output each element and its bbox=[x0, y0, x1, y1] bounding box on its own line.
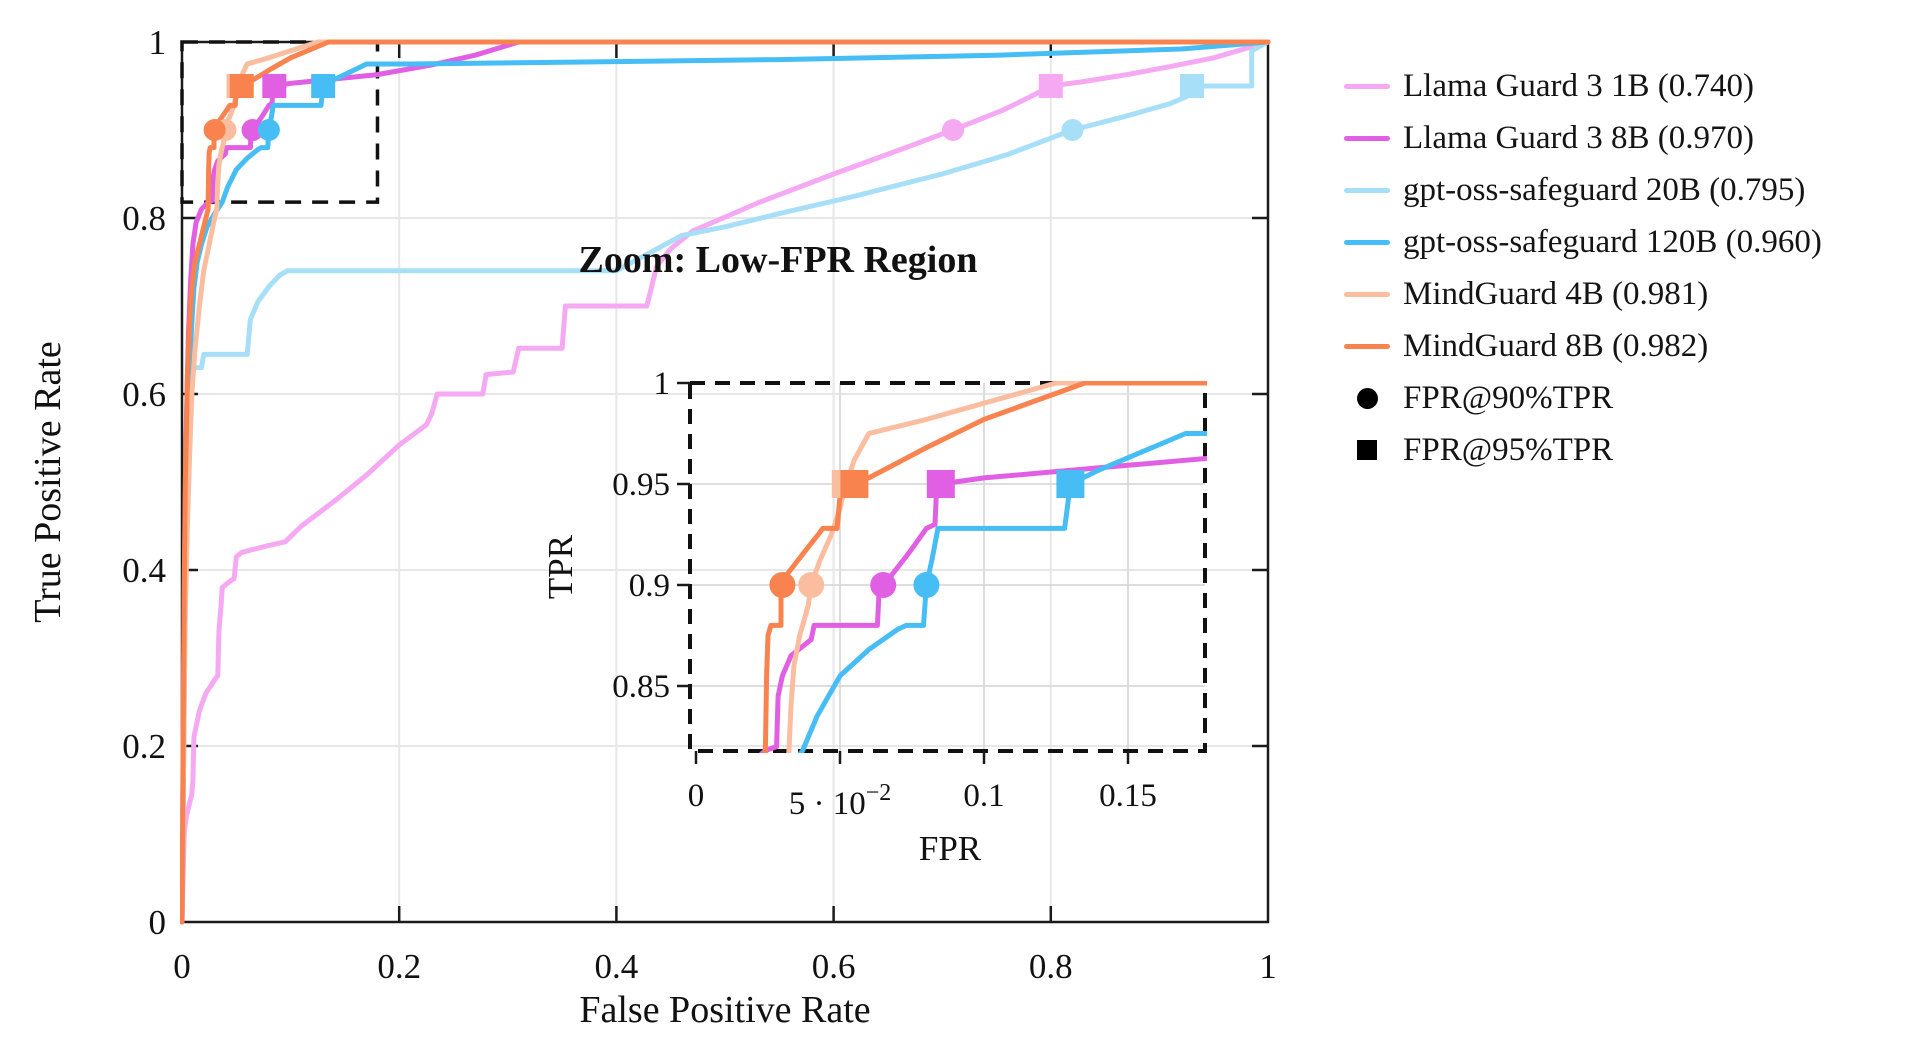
legend: Llama Guard 3 1B (0.740) Llama Guard 3 8B… bbox=[1344, 60, 1822, 476]
legend-item-gpt-oss-safeguard-20b: gpt-oss-safeguard 20B (0.795) bbox=[1344, 164, 1822, 216]
marker-fpr95-llama-guard-3-8b bbox=[262, 74, 287, 98]
axis-tick-labels: 0 0.2 0.4 0.6 0.8 1 0 0.2 0.4 0.6 0.8 1 1 0.95 0.9 0.85… bbox=[122, 23, 1277, 986]
legend-line-swatch bbox=[1344, 112, 1390, 164]
marker-fpr90-llama-guard-3-8b bbox=[241, 119, 264, 141]
legend-item-label: gpt-oss-safeguard 120B (0.960) bbox=[1403, 223, 1822, 260]
inset-curve-llama-guard-3-1b bbox=[696, 383, 1920, 1046]
inset-marker-fpr90-mindguard-4b bbox=[798, 572, 825, 598]
inset-marker-fpr95-llama-guard-3-8b bbox=[926, 470, 955, 498]
legend-item-label: FPR@95%TPR bbox=[1403, 431, 1614, 468]
circle-marker-icon bbox=[1356, 387, 1378, 409]
inset-x-tick-label-0.1: 0.1 bbox=[963, 778, 1004, 814]
legend-color-line bbox=[1344, 187, 1390, 193]
inset-threshold-markers bbox=[769, 470, 1085, 598]
x-tick-label-1: 1 bbox=[1259, 947, 1277, 986]
legend-line-swatch bbox=[1344, 268, 1390, 320]
inset-y-tick-label-0.95: 0.95 bbox=[612, 467, 670, 503]
inset-marker-fpr90-mindguard-8b bbox=[769, 572, 796, 598]
legend-line-swatch bbox=[1344, 164, 1390, 216]
inset-marker-fpr95-gpt-oss-safeguard-120b bbox=[1056, 470, 1085, 498]
inset-y-axis-label: TPR bbox=[541, 534, 580, 599]
legend-item-label: gpt-oss-safeguard 20B (0.795) bbox=[1403, 171, 1806, 208]
marker-fpr90-gpt-oss-safeguard-20b bbox=[1061, 119, 1084, 141]
inset-y-tick-label-0.9: 0.9 bbox=[629, 568, 670, 604]
inset-y-tick-label-0.85: 0.85 bbox=[612, 669, 670, 705]
inset-roc-curves bbox=[696, 381, 1920, 1046]
inset-curve-mindguard-8b bbox=[762, 381, 1207, 753]
inset-x-tick-label-0.15: 0.15 bbox=[1099, 778, 1157, 814]
marker-fpr90-gpt-oss-safeguard-120b bbox=[257, 119, 280, 141]
legend-item-llama-guard-3-1b: Llama Guard 3 1B (0.740) bbox=[1344, 60, 1822, 112]
marker-fpr95-gpt-oss-safeguard-120b bbox=[311, 74, 336, 98]
curve-mindguard-4b bbox=[180, 39, 1271, 925]
legend-color-line bbox=[1344, 83, 1390, 89]
inset-axes-frame bbox=[677, 381, 1207, 764]
inset-curve-llama-guard-3-8b bbox=[758, 455, 1207, 753]
x-axis-label: False Positive Rate bbox=[579, 989, 870, 1031]
inset-x-tick-label-0: 0 bbox=[688, 778, 705, 814]
inset-curve-gpt-oss-safeguard-20b bbox=[696, 383, 1920, 1046]
legend-color-line bbox=[1344, 343, 1390, 349]
legend-item-fpr-95-tpr: FPR@95%TPR bbox=[1344, 424, 1822, 476]
legend-marker-swatch bbox=[1344, 424, 1390, 476]
inset-x-tick-label-0.05: 5 · 10−2 bbox=[789, 780, 892, 822]
marker-fpr95-mindguard-8b bbox=[229, 74, 254, 98]
legend-color-line bbox=[1344, 239, 1390, 245]
inset-gridlines bbox=[690, 383, 1205, 751]
y-tick-label-0.2: 0.2 bbox=[122, 727, 166, 766]
x-tick-label-0.4: 0.4 bbox=[595, 947, 639, 986]
legend-line-swatch bbox=[1344, 216, 1390, 268]
legend-marker-swatch bbox=[1344, 372, 1390, 424]
legend-color-line bbox=[1344, 291, 1390, 297]
legend-item-mindguard-8b: MindGuard 8B (0.982) bbox=[1344, 320, 1822, 372]
legend-item-label: MindGuard 8B (0.982) bbox=[1403, 327, 1709, 364]
square-marker-icon bbox=[1357, 440, 1377, 460]
y-axis-label: True Positive Rate bbox=[27, 341, 69, 623]
main-gridlines bbox=[182, 42, 1268, 922]
zoom-region-rect bbox=[180, 40, 380, 204]
marker-fpr95-gpt-oss-safeguard-20b bbox=[1179, 74, 1204, 98]
x-tick-label-0: 0 bbox=[173, 947, 191, 986]
legend-line-swatch bbox=[1344, 320, 1390, 372]
inset-marker-fpr95-mindguard-8b bbox=[840, 470, 869, 498]
x-tick-label-0.8: 0.8 bbox=[1029, 947, 1073, 986]
marker-fpr90-llama-guard-3-1b bbox=[942, 119, 965, 141]
y-tick-label-1: 1 bbox=[149, 23, 167, 62]
inset-curve-gpt-oss-safeguard-120b bbox=[797, 431, 1207, 753]
y-tick-label-0.6: 0.6 bbox=[122, 375, 166, 414]
y-tick-label-0.8: 0.8 bbox=[122, 199, 166, 238]
marker-fpr95-llama-guard-3-1b bbox=[1038, 74, 1063, 98]
inset-curve-mindguard-4b bbox=[786, 381, 1207, 753]
legend-item-label: Llama Guard 3 1B (0.740) bbox=[1403, 67, 1754, 104]
main-threshold-markers bbox=[203, 74, 1204, 141]
legend-item-gpt-oss-safeguard-120b: gpt-oss-safeguard 120B (0.960) bbox=[1344, 216, 1822, 268]
legend-item-label: FPR@90%TPR bbox=[1403, 379, 1614, 416]
legend-item-llama-guard-3-8b: Llama Guard 3 8B (0.970) bbox=[1344, 112, 1822, 164]
legend-item-mindguard-4b: MindGuard 4B (0.981) bbox=[1344, 268, 1822, 320]
inset-marker-fpr90-gpt-oss-safeguard-120b bbox=[913, 572, 940, 598]
inset-y-tick-label-1: 1 bbox=[654, 366, 671, 402]
x-tick-label-0.6: 0.6 bbox=[812, 947, 856, 986]
legend-item-label: MindGuard 4B (0.981) bbox=[1403, 275, 1709, 312]
legend-item-label: Llama Guard 3 8B (0.970) bbox=[1403, 119, 1754, 156]
marker-fpr90-mindguard-8b bbox=[203, 119, 226, 141]
inset-x-axis-label: FPR bbox=[919, 829, 982, 868]
y-tick-label-0: 0 bbox=[149, 903, 167, 942]
y-tick-label-0.4: 0.4 bbox=[122, 551, 166, 590]
x-tick-label-0.2: 0.2 bbox=[377, 947, 421, 986]
legend-item-fpr-90-tpr: FPR@90%TPR bbox=[1344, 372, 1822, 424]
inset-title: Zoom: Low-FPR Region bbox=[579, 239, 978, 281]
legend-line-swatch bbox=[1344, 60, 1390, 112]
legend-color-line bbox=[1344, 135, 1390, 141]
inset-marker-fpr90-llama-guard-3-8b bbox=[870, 572, 897, 598]
